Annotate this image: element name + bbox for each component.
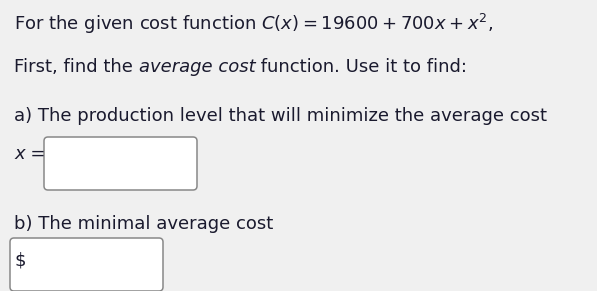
Text: function. Use it to find:: function. Use it to find: <box>256 58 467 76</box>
Text: average cost: average cost <box>139 58 256 76</box>
Text: a) The production level that will minimize the average cost: a) The production level that will minimi… <box>14 107 547 125</box>
FancyBboxPatch shape <box>10 238 163 291</box>
Text: For the given cost function $C(x) = 19600 + 700x + x^2$,: For the given cost function $C(x) = 1960… <box>14 12 493 36</box>
Text: b) The minimal average cost: b) The minimal average cost <box>14 215 273 233</box>
Text: $: $ <box>14 252 26 270</box>
Text: First, find the: First, find the <box>14 58 139 76</box>
FancyBboxPatch shape <box>44 137 197 190</box>
Text: x =: x = <box>14 145 45 163</box>
